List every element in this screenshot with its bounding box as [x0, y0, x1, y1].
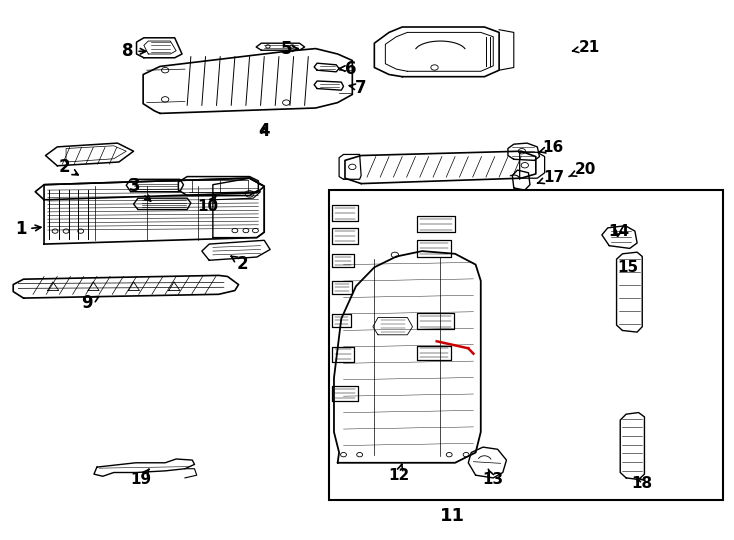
- Text: 18: 18: [632, 476, 653, 491]
- Text: 2: 2: [59, 158, 78, 177]
- Text: 4: 4: [258, 122, 270, 140]
- Text: 19: 19: [131, 469, 151, 487]
- Text: 3: 3: [128, 177, 150, 201]
- Text: 6: 6: [339, 59, 357, 78]
- Text: 8: 8: [122, 42, 146, 60]
- Text: 10: 10: [197, 196, 218, 214]
- Text: 1: 1: [15, 220, 41, 239]
- Text: 12: 12: [388, 464, 409, 483]
- Text: 7: 7: [349, 79, 367, 97]
- Text: 16: 16: [539, 140, 564, 156]
- Text: 2: 2: [231, 254, 248, 273]
- Text: 21: 21: [573, 40, 600, 55]
- Text: 17: 17: [537, 170, 564, 185]
- Text: 14: 14: [608, 224, 629, 239]
- Text: 20: 20: [569, 162, 596, 177]
- Bar: [329, 190, 723, 500]
- Text: 5: 5: [280, 39, 298, 58]
- Text: 15: 15: [617, 260, 638, 275]
- Text: 13: 13: [482, 469, 503, 487]
- Text: 9: 9: [81, 294, 99, 313]
- Text: 11: 11: [440, 507, 465, 525]
